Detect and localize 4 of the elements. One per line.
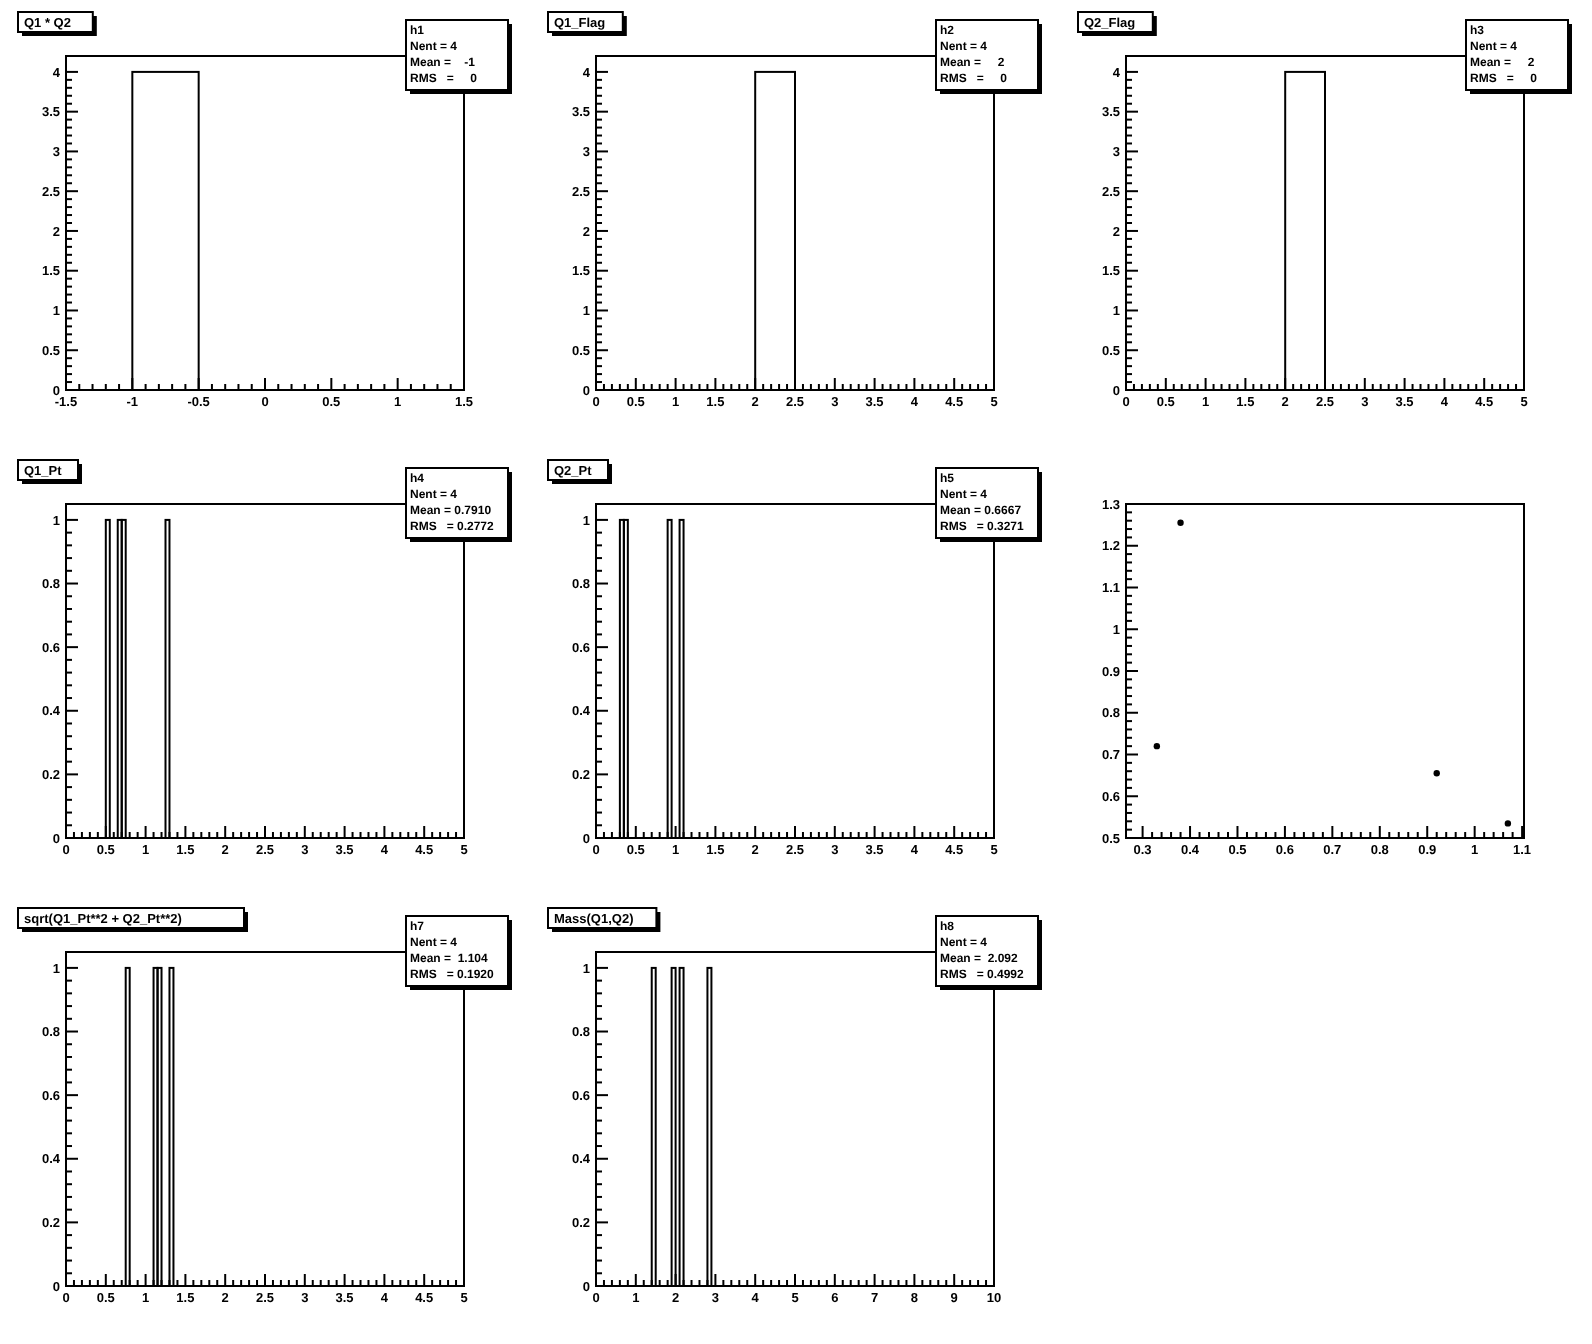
point bbox=[1433, 770, 1440, 777]
point bbox=[1153, 742, 1161, 750]
point bbox=[1177, 519, 1184, 526]
point bbox=[1504, 820, 1512, 827]
